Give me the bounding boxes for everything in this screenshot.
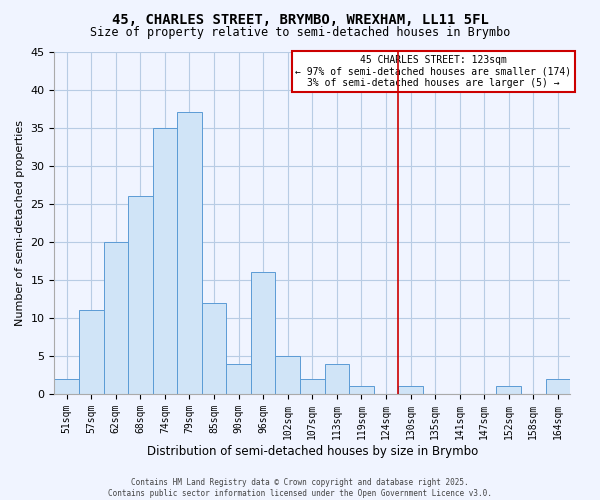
Bar (79, 310, 104, 394)
Bar (496, 386, 521, 394)
Bar (152, 128, 177, 394)
Bar (104, 242, 128, 394)
Text: 45, CHARLES STREET, BRYMBO, WREXHAM, LL11 5FL: 45, CHARLES STREET, BRYMBO, WREXHAM, LL1… (112, 12, 488, 26)
Bar (251, 272, 275, 394)
Bar (349, 386, 374, 394)
Bar (275, 356, 300, 394)
Bar (202, 302, 226, 394)
Bar (128, 196, 152, 394)
X-axis label: Distribution of semi-detached houses by size in Brymbo: Distribution of semi-detached houses by … (146, 444, 478, 458)
Y-axis label: Number of semi-detached properties: Number of semi-detached properties (15, 120, 25, 326)
Bar (177, 112, 202, 394)
Bar (226, 364, 251, 394)
Bar (325, 364, 349, 394)
Bar (300, 379, 325, 394)
Bar (55, 379, 79, 394)
Text: 45 CHARLES STREET: 123sqm
← 97% of semi-detached houses are smaller (174)
3% of : 45 CHARLES STREET: 123sqm ← 97% of semi-… (295, 55, 572, 88)
Text: Contains HM Land Registry data © Crown copyright and database right 2025.
Contai: Contains HM Land Registry data © Crown c… (108, 478, 492, 498)
Text: Size of property relative to semi-detached houses in Brymbo: Size of property relative to semi-detach… (90, 26, 510, 39)
Bar (545, 379, 570, 394)
Bar (398, 386, 423, 394)
